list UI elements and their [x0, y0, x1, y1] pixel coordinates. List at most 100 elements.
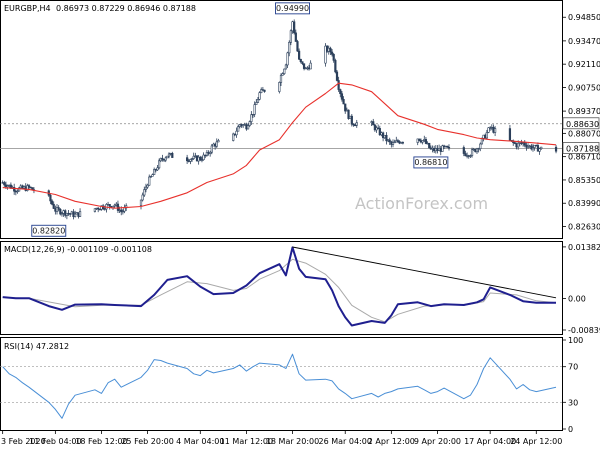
candle-body	[263, 89, 266, 92]
macd-panel: MACD(12,26,9) -0.001109 -0.001108 0.0138…	[0, 241, 600, 335]
candle-body	[205, 152, 208, 156]
candle-body	[309, 62, 312, 70]
candle-body	[418, 138, 421, 142]
price-tick-label: 0.90750	[568, 83, 600, 92]
candle-body	[210, 145, 213, 153]
price-tick-label: 0.85350	[568, 176, 600, 185]
candle-body	[372, 121, 375, 126]
candle-body	[469, 155, 472, 157]
candle-body	[156, 167, 159, 171]
candle-body	[57, 207, 60, 210]
watermark: ActionForex.com	[355, 194, 488, 213]
annotation-label: 0.86810	[414, 158, 447, 167]
candle-body	[192, 155, 195, 159]
annotation-label: 0.82820	[32, 226, 65, 235]
candle-body	[98, 208, 101, 211]
price-tick-label: 0.94850	[568, 13, 600, 22]
candle-body	[508, 128, 512, 141]
candle-body	[199, 156, 202, 161]
candle-body	[60, 213, 64, 215]
candle-body	[531, 147, 535, 150]
candle-body	[215, 141, 218, 147]
price-axis: 0.94850 0.93470 0.92110 0.90750 0.89370 0.880…	[562, 13, 600, 232]
price-tick-label: 0.89370	[568, 107, 600, 116]
time-tick-label: 24 Apr 12:00	[510, 437, 562, 446]
candle-body	[235, 130, 238, 136]
candle-body	[93, 208, 96, 212]
candle-body	[294, 32, 297, 42]
candle-body	[171, 152, 174, 158]
candle-body	[248, 121, 251, 126]
candle-body	[139, 199, 143, 206]
candle-body	[324, 45, 327, 64]
candle-body	[281, 73, 284, 76]
price-tick-label: 0.83990	[568, 199, 600, 208]
candle-body	[332, 54, 335, 61]
candle-body	[347, 109, 350, 119]
candle-body	[123, 207, 126, 212]
candle-body	[200, 159, 204, 161]
candle-body	[209, 151, 212, 154]
time-tick-label: 18 Mar 20:00	[266, 437, 319, 446]
candle-body	[74, 213, 77, 217]
macd-panel-frame	[0, 241, 563, 335]
candle-body	[278, 82, 281, 92]
candle-body	[393, 141, 396, 144]
candle-body	[485, 132, 488, 139]
candle-body	[479, 143, 482, 149]
candle-body	[464, 153, 467, 157]
candle-body	[396, 140, 400, 142]
candle-body	[149, 176, 152, 178]
candle-body	[246, 125, 250, 130]
candle-body	[475, 148, 479, 153]
symbol-label: EURGBP,H4	[4, 4, 51, 13]
moving-average-line	[2, 82, 557, 209]
rsi-tick-label: 0	[568, 425, 573, 434]
candle-body	[523, 142, 526, 146]
candle-body	[401, 142, 404, 144]
candle-body	[161, 157, 164, 160]
candle-body	[141, 194, 144, 201]
annotation-label: 0.94990	[276, 4, 309, 13]
price-tick-label: 0.92110	[568, 60, 600, 69]
candle-body	[513, 142, 516, 144]
time-tick-label: 2 Apr 12:00	[368, 437, 415, 446]
macd-title: MACD(12,26,9) -0.001109 -0.001108	[4, 245, 152, 254]
candle-body	[260, 89, 263, 93]
candle-body	[441, 145, 444, 152]
candle-body	[373, 124, 376, 131]
candle-body	[447, 147, 451, 149]
ohlc-values: 0.86973 0.87229 0.86946 0.87188	[56, 4, 196, 13]
candle-body	[18, 187, 21, 192]
candle-body	[146, 184, 149, 188]
price-level-lines	[0, 123, 562, 149]
time-tick-label: 18 Feb 12:00	[75, 437, 127, 446]
candle-body	[385, 134, 388, 142]
candle-body	[232, 133, 235, 141]
candle-body	[151, 174, 154, 177]
candle-body	[144, 186, 148, 190]
candle-body	[293, 21, 296, 34]
price-tag-box	[562, 117, 600, 130]
candle-body	[487, 127, 490, 133]
candle-body	[446, 145, 449, 148]
candle-body	[298, 50, 301, 60]
candle-body	[334, 60, 337, 73]
candle-body	[217, 140, 220, 143]
candle-body	[31, 187, 34, 190]
candle-body	[283, 68, 286, 74]
candle-body	[26, 185, 29, 191]
candle-body	[186, 157, 189, 162]
candle-body	[116, 203, 120, 211]
candle-body	[167, 153, 171, 157]
candle-body	[13, 186, 16, 192]
candle-body	[289, 30, 292, 43]
macd-trendline	[292, 246, 557, 299]
candle-body	[470, 149, 474, 156]
candle-body	[250, 114, 253, 122]
candle-body	[302, 63, 306, 69]
candle-body	[158, 160, 161, 169]
candle-body	[337, 80, 340, 90]
candle-body	[16, 190, 19, 193]
time-tick-label: 4 Mar 04:00	[176, 437, 224, 446]
